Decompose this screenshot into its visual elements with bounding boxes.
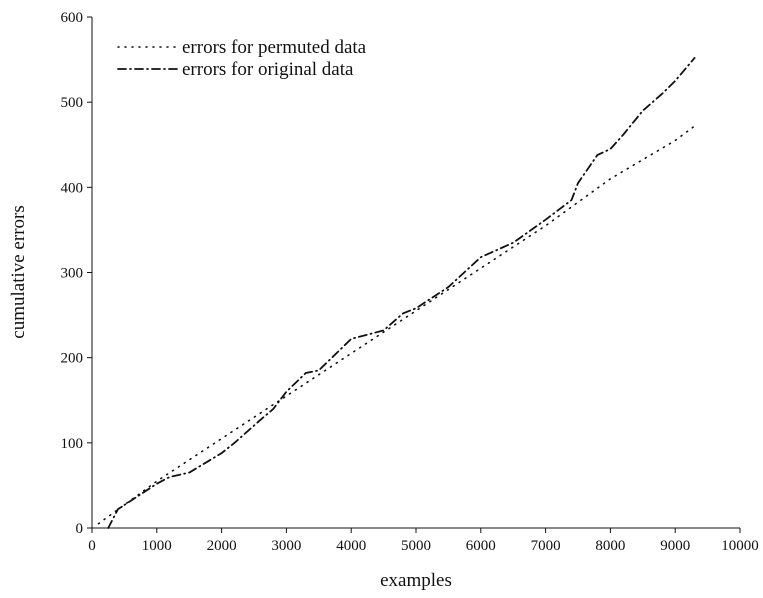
x-tick-label: 10000 — [721, 538, 759, 554]
legend-label: errors for original data — [182, 59, 354, 80]
series-line-original — [107, 57, 696, 529]
y-axis-ticks: 0 100 200 300 400 500 600 — [61, 10, 92, 537]
x-axis-ticks: 0 1000 2000 3000 4000 5000 6000 7000 8000 9000 100… — [88, 528, 759, 554]
y-tick-label: 300 — [61, 266, 84, 282]
y-tick-label: 400 — [61, 180, 84, 196]
y-tick-label: 200 — [61, 351, 84, 367]
y-tick-label: 500 — [61, 95, 84, 111]
x-tick-label: 0 — [88, 538, 96, 554]
y-tick-label: 0 — [76, 521, 84, 537]
y-tick-label: 600 — [61, 10, 84, 26]
x-tick-label: 4000 — [336, 538, 366, 554]
x-tick-label: 7000 — [531, 538, 561, 554]
y-tick-label: 100 — [61, 436, 84, 452]
x-tick-label: 6000 — [466, 538, 496, 554]
series-line-permuted — [97, 125, 696, 525]
x-axis-title: examples — [380, 570, 452, 591]
x-tick-label: 5000 — [401, 538, 431, 554]
x-tick-label: 2000 — [207, 538, 237, 554]
legend-label: errors for permuted data — [182, 37, 367, 58]
x-tick-label: 3000 — [271, 538, 301, 554]
y-axis-title: cumulative errors — [8, 205, 29, 338]
x-tick-label: 1000 — [142, 538, 172, 554]
x-tick-label: 8000 — [595, 538, 625, 554]
x-tick-label: 9000 — [660, 538, 690, 554]
plot-area — [91, 17, 740, 529]
series-layer — [97, 57, 696, 529]
